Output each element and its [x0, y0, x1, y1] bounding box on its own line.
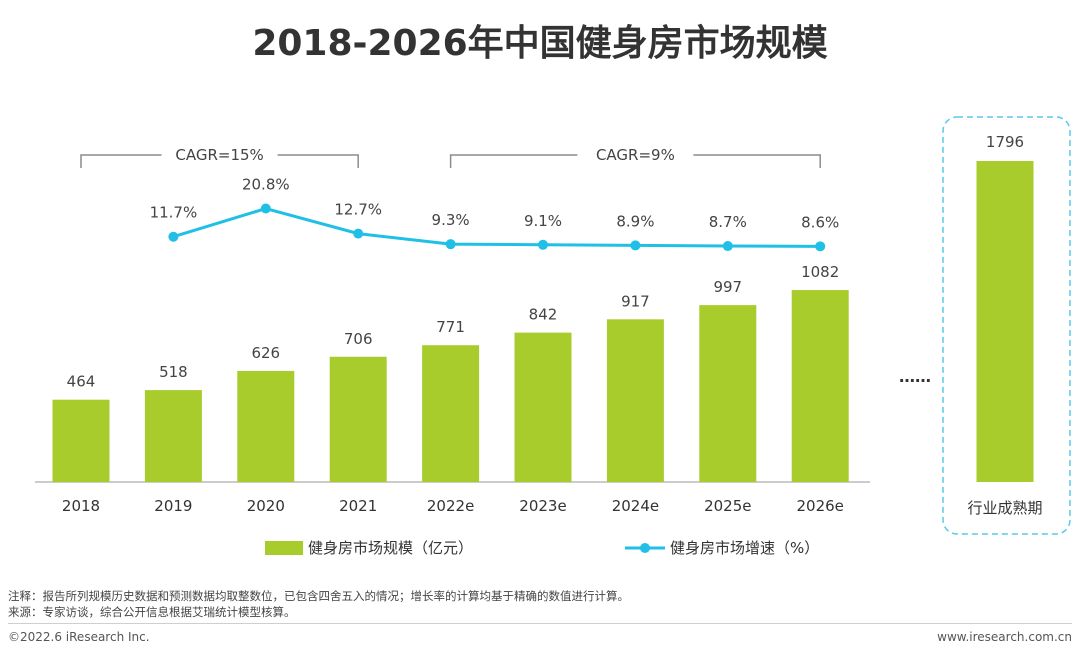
- growth-line: [172, 206, 821, 248]
- mature-period-frame: [942, 116, 1071, 535]
- growth-value-label: 9.1%: [524, 212, 562, 230]
- x-tick-label: 2024e: [612, 497, 659, 515]
- bar-2024e: [606, 319, 664, 482]
- bar-value-label: 1796: [986, 133, 1024, 151]
- chart-canvas: 464 2018 518 2019 626 2020 706 2021 771 2022e 842 2…: [35, 116, 1071, 557]
- legend-bar-label: 健身房市场规模（亿元）: [308, 539, 473, 557]
- bar-value-label: 997: [713, 278, 742, 296]
- growth-point-2021: [353, 228, 364, 239]
- x-tick-label: 2018: [62, 497, 100, 515]
- x-tick-label: 2023e: [519, 497, 566, 515]
- x-tick-label: 2022e: [427, 497, 474, 515]
- legend-line-marker: [640, 543, 650, 553]
- bar-value-label: 771: [436, 318, 465, 336]
- growth-value-label: 8.7%: [709, 213, 747, 231]
- footer-copyright: ©2022.6 iResearch Inc.: [8, 630, 150, 644]
- growth-value-label: 8.9%: [616, 212, 654, 230]
- ellipsis-label: ……: [899, 367, 931, 386]
- growth-value-label: 9.3%: [432, 211, 470, 229]
- chart-source: 来源：专家访谈，综合公开信息根据艾瑞统计模型核算。: [8, 605, 296, 619]
- x-tick-label: 2019: [154, 497, 192, 515]
- bar-value-label: 842: [529, 306, 558, 324]
- growth-value-label: 11.7%: [150, 204, 198, 222]
- bar-2018: [52, 399, 110, 482]
- x-tick-label: 2025e: [704, 497, 751, 515]
- growth-value-label: 12.7%: [334, 201, 382, 219]
- chart-title: 2018-2026年中国健身房市场规模: [252, 23, 828, 64]
- bar-mature: [976, 161, 1034, 482]
- growth-point-2025e: [722, 241, 733, 252]
- legend-line-label: 健身房市场增速（%）: [670, 539, 819, 557]
- cagr-bracket-right: [277, 154, 359, 168]
- bar-2019: [144, 390, 202, 482]
- growth-point-2023e: [538, 239, 548, 250]
- footer-divider: [8, 623, 1072, 624]
- x-tick-label: 2020: [247, 497, 285, 515]
- bar-2023e: [514, 332, 572, 482]
- bar-value-label: 1082: [801, 263, 839, 281]
- bar-2021: [329, 356, 387, 482]
- legend-bar-swatch: [265, 541, 303, 555]
- bar-value-label: 464: [67, 373, 96, 391]
- cagr-bracket-left: [80, 154, 162, 168]
- bar-2020: [237, 370, 295, 482]
- bar-2026e: [791, 290, 849, 482]
- bar-value-label: 917: [621, 292, 650, 310]
- cagr-label: CAGR=15%: [175, 146, 263, 164]
- cagr-bracket-right: [693, 154, 821, 168]
- chart-note: 注释：报告所列规模历史数据和预测数据均取整数位，已包含四舍五入的情况；增长率的计…: [8, 589, 629, 603]
- footer-website: www.iresearch.com.cn: [937, 630, 1072, 644]
- cagr-label: CAGR=9%: [596, 146, 675, 164]
- growth-value-label: 20.8%: [242, 176, 290, 194]
- x-tick-label: 2026e: [796, 497, 843, 515]
- growth-point-2022e: [445, 239, 456, 250]
- cagr-bracket-left: [449, 154, 578, 168]
- growth-point-2020: [260, 203, 271, 214]
- growth-point-2024e: [630, 240, 641, 251]
- bar-value-label: 626: [251, 344, 280, 362]
- growth-point-2026e: [815, 241, 826, 252]
- growth-value-label: 8.6%: [801, 213, 839, 231]
- bar-2022e: [422, 345, 480, 482]
- growth-point-2019: [168, 231, 179, 242]
- x-tick-label: 2021: [339, 497, 377, 515]
- bar-2025e: [699, 305, 757, 482]
- bar-value-label: 518: [159, 363, 188, 381]
- bar-value-label: 706: [344, 330, 373, 348]
- x-tick-label: 行业成熟期: [967, 499, 1042, 517]
